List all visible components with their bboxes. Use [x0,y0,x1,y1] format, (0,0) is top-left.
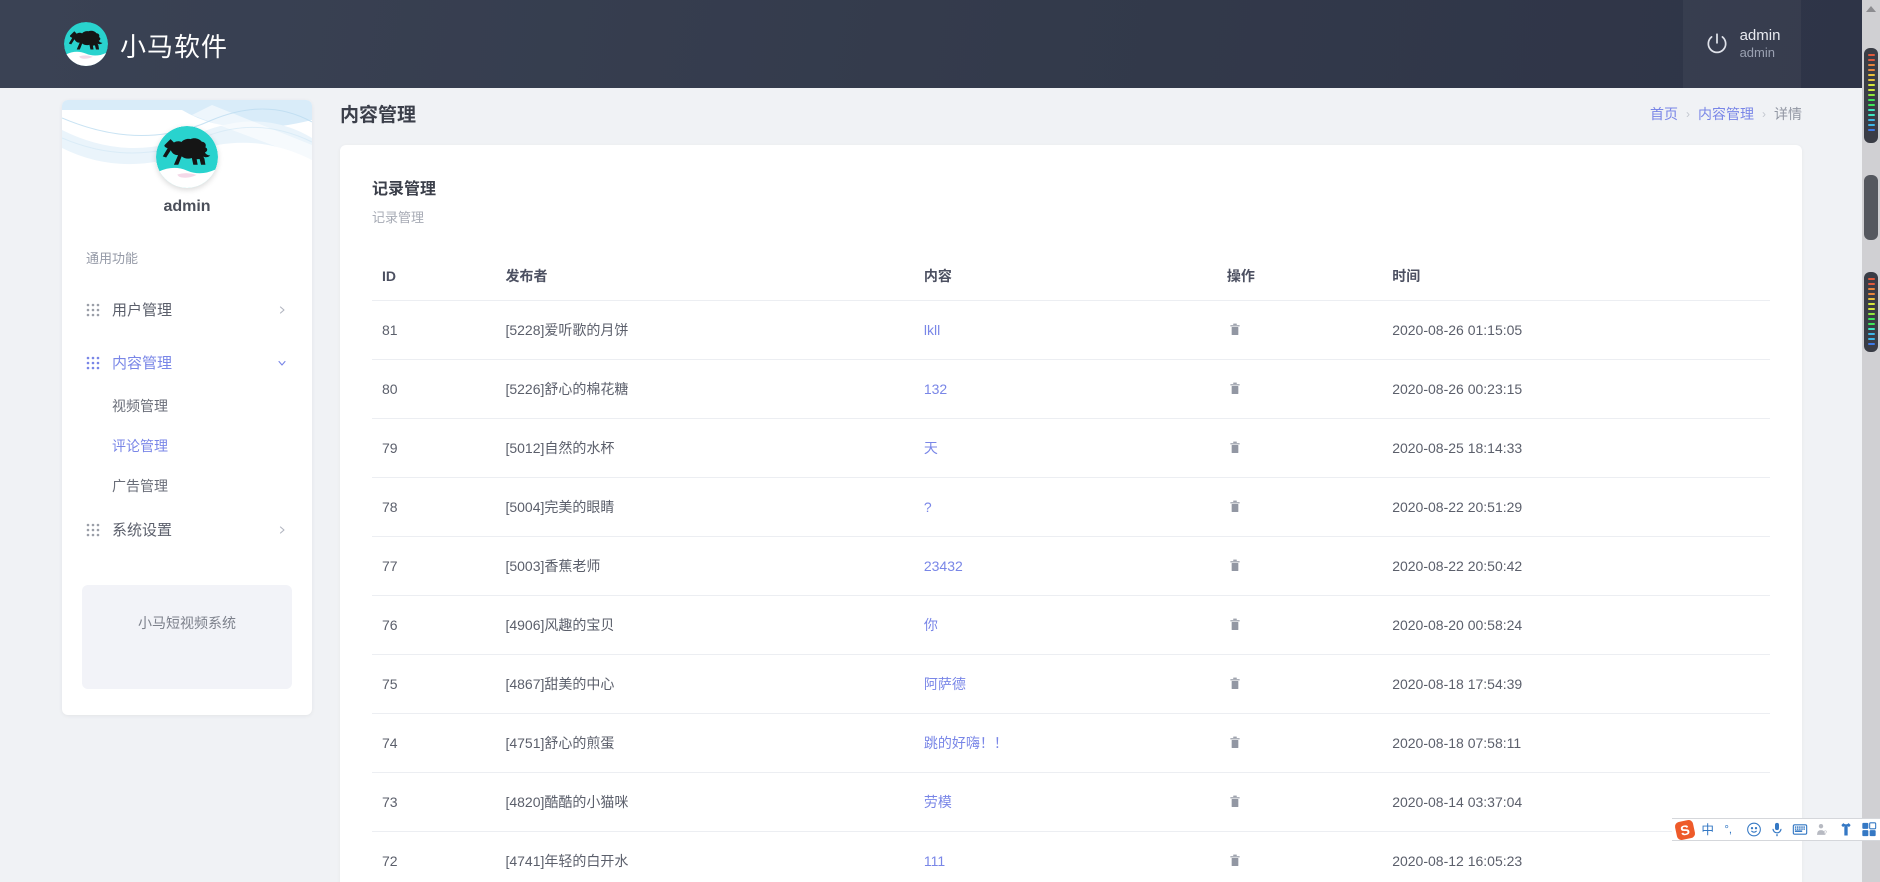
svg-text:中: 中 [1701,823,1714,837]
svg-text:?: ? [1823,831,1827,837]
svg-text:°,: °, [1724,824,1732,836]
